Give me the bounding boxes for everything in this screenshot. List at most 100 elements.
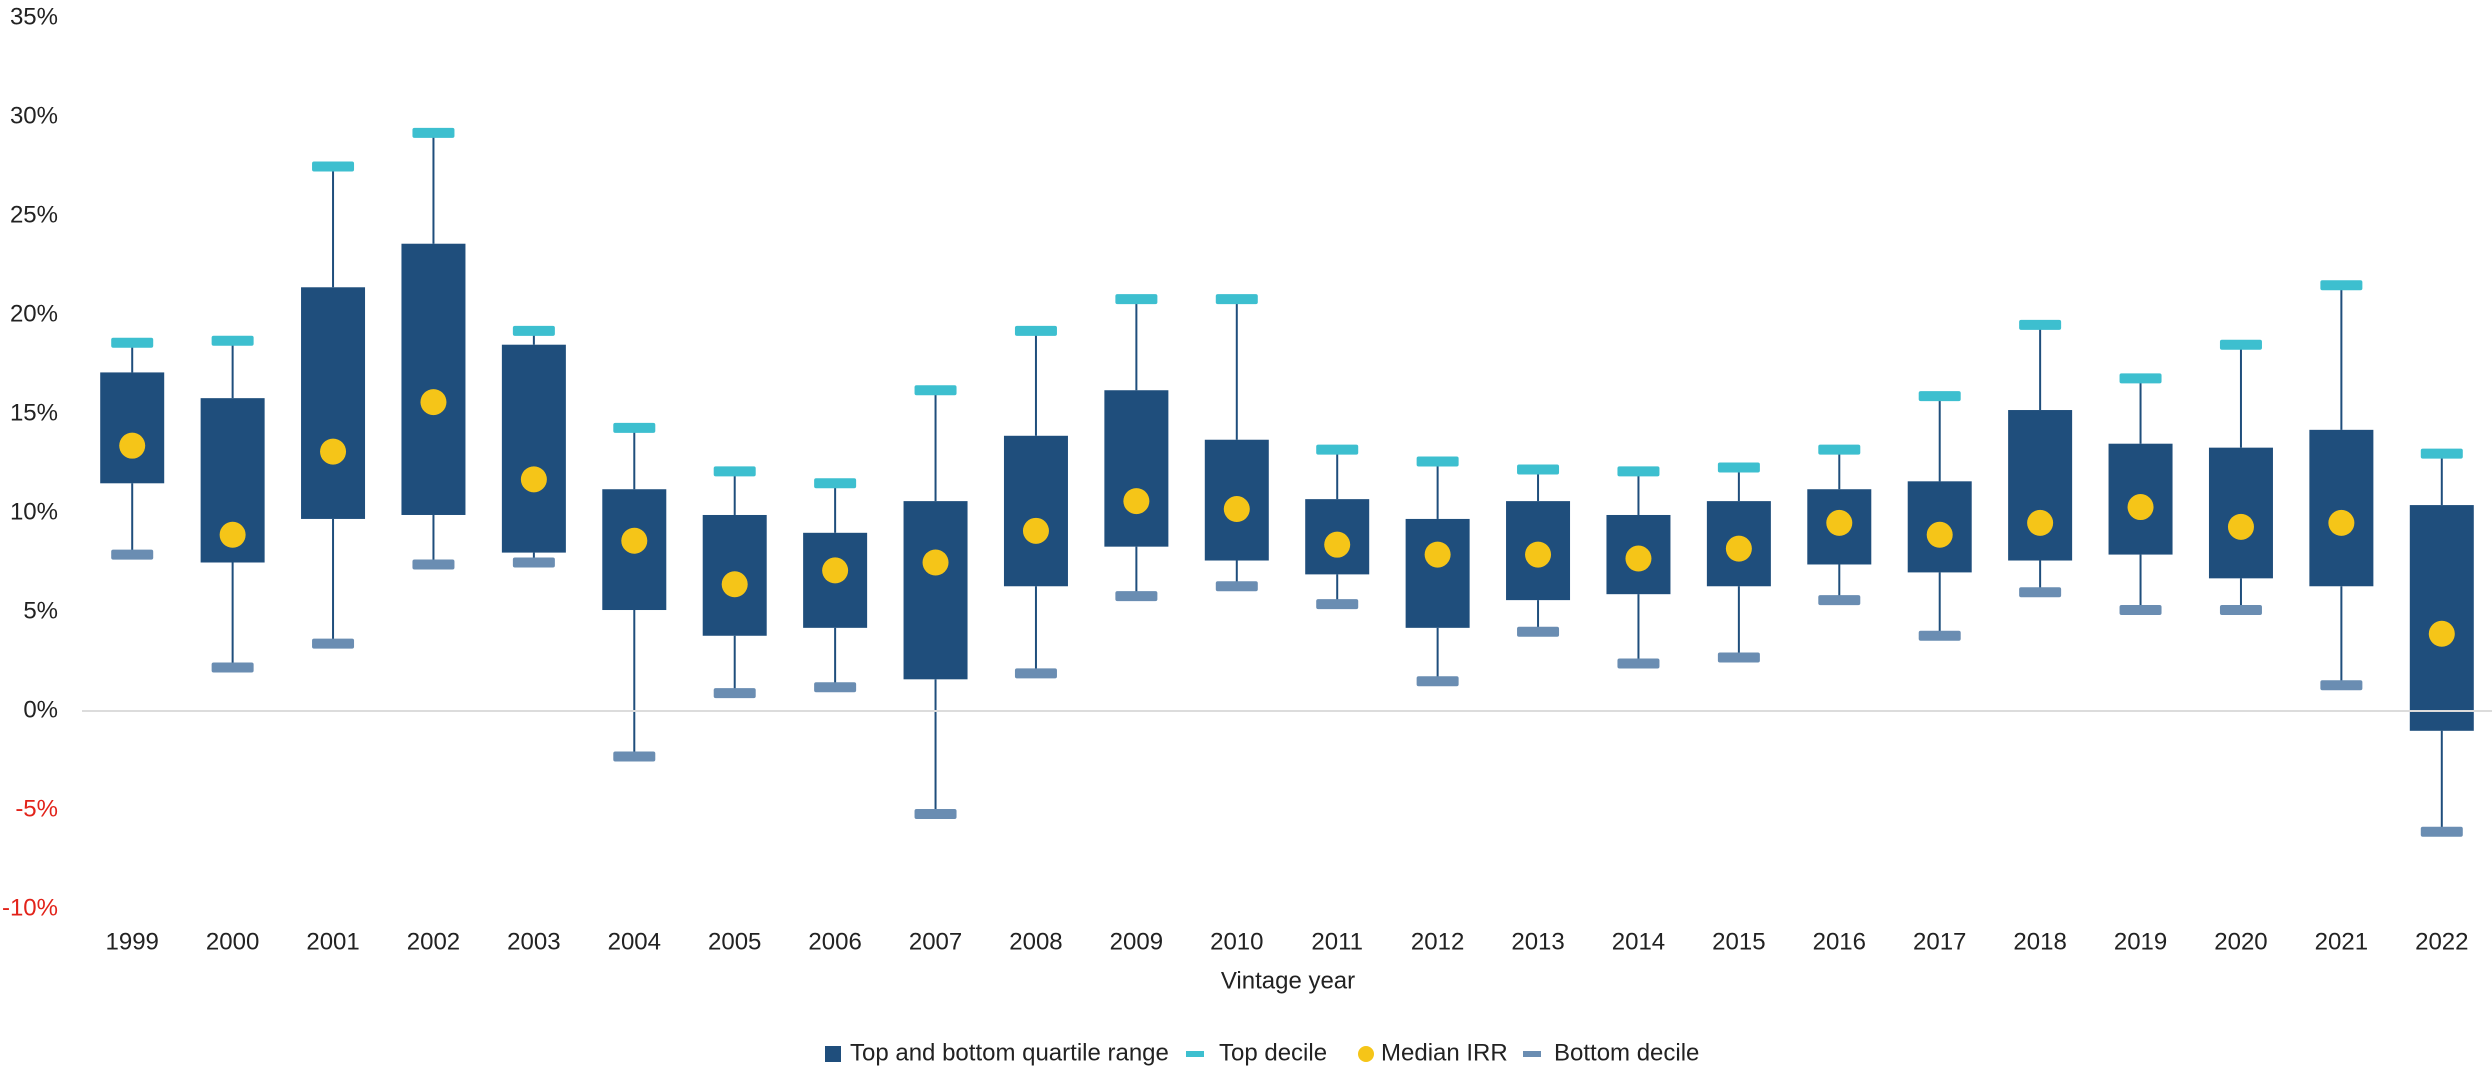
y-tick-label: 0% bbox=[23, 696, 58, 723]
median-dot bbox=[1725, 535, 1752, 562]
bottom-decile bbox=[1918, 630, 1961, 641]
quartile-box bbox=[1405, 518, 1470, 628]
legend-swatch bbox=[825, 1046, 841, 1062]
top-decile bbox=[412, 127, 455, 138]
y-tick-label: 15% bbox=[10, 399, 58, 426]
quartile-box bbox=[1003, 435, 1068, 587]
bottom-decile bbox=[2320, 680, 2363, 691]
bottom-decile bbox=[2219, 605, 2262, 616]
median-dot bbox=[2328, 509, 2355, 536]
x-tick-label: 2000 bbox=[206, 928, 259, 955]
quartile-box bbox=[401, 243, 466, 515]
x-tick-label: 2017 bbox=[1913, 928, 1966, 955]
median-dot bbox=[1826, 509, 1853, 536]
legend-swatch bbox=[1358, 1046, 1374, 1062]
quartile-box bbox=[2008, 410, 2073, 561]
x-tick-label: 2015 bbox=[1712, 928, 1765, 955]
quartile-box bbox=[501, 344, 566, 553]
x-tick-label: 2022 bbox=[2415, 928, 2468, 955]
median-dot bbox=[1223, 496, 1250, 523]
y-tick-label: 5% bbox=[23, 597, 58, 624]
bottom-decile bbox=[1717, 652, 1760, 663]
top-decile bbox=[111, 337, 154, 348]
bottom-decile bbox=[2019, 587, 2062, 598]
bottom-decile bbox=[914, 808, 957, 819]
x-tick-label: 2010 bbox=[1210, 928, 1263, 955]
x-tick-label: 2020 bbox=[2214, 928, 2267, 955]
bottom-decile bbox=[1416, 676, 1459, 687]
bottom-decile bbox=[211, 662, 254, 673]
top-decile bbox=[914, 385, 957, 396]
y-tick-label: 30% bbox=[10, 102, 58, 129]
bottom-decile bbox=[111, 549, 154, 560]
x-tick-label: 2012 bbox=[1411, 928, 1464, 955]
x-tick-label: 2003 bbox=[507, 928, 560, 955]
median-dot bbox=[2027, 509, 2054, 536]
bottom-decile bbox=[1617, 658, 1660, 669]
median-dot bbox=[219, 521, 246, 548]
top-decile bbox=[312, 161, 355, 172]
median-dot bbox=[621, 527, 648, 554]
median-dot bbox=[119, 432, 146, 459]
median-dot bbox=[822, 557, 849, 584]
bottom-decile bbox=[1115, 591, 1158, 602]
bottom-decile bbox=[814, 682, 857, 693]
quartile-box bbox=[1104, 390, 1169, 547]
quartile-box bbox=[2208, 447, 2273, 579]
median-dot bbox=[1123, 488, 1150, 515]
y-tick-label: -10% bbox=[2, 894, 58, 921]
legend-label: Bottom decile bbox=[1554, 1039, 1699, 1066]
y-tick-label: 35% bbox=[10, 3, 58, 30]
y-tick-label: -5% bbox=[15, 795, 58, 822]
median-dot bbox=[420, 389, 447, 416]
top-decile bbox=[2420, 448, 2463, 459]
bottom-decile bbox=[713, 688, 756, 699]
x-tick-label: 2018 bbox=[2013, 928, 2066, 955]
x-tick-label: 2013 bbox=[1511, 928, 1564, 955]
x-tick-label: 2002 bbox=[407, 928, 460, 955]
quartile-box bbox=[100, 372, 165, 484]
y-tick-label: 20% bbox=[10, 300, 58, 327]
bottom-decile bbox=[1014, 668, 1057, 679]
bottom-decile bbox=[512, 557, 555, 568]
top-decile bbox=[1517, 464, 1560, 475]
x-tick-label: 2004 bbox=[608, 928, 661, 955]
top-decile bbox=[1014, 325, 1057, 336]
median-dot bbox=[721, 571, 748, 598]
x-tick-label: 2001 bbox=[306, 928, 359, 955]
median-dot bbox=[1926, 521, 1953, 548]
top-decile bbox=[1918, 391, 1961, 402]
x-tick-label: 1999 bbox=[106, 928, 159, 955]
median-dot bbox=[1424, 541, 1451, 568]
x-axis-label: Vintage year bbox=[1221, 967, 1355, 994]
top-decile bbox=[2320, 280, 2363, 291]
x-tick-label: 2011 bbox=[1311, 928, 1363, 955]
legend-swatch bbox=[1523, 1051, 1541, 1057]
median-dot bbox=[2428, 620, 2455, 647]
bottom-decile bbox=[312, 638, 355, 649]
bottom-decile bbox=[1818, 595, 1861, 606]
median-dot bbox=[320, 438, 347, 465]
top-decile bbox=[1115, 294, 1158, 305]
median-dot bbox=[520, 466, 547, 493]
top-decile bbox=[1818, 444, 1861, 455]
quartile-box bbox=[2409, 505, 2474, 731]
top-decile bbox=[1316, 444, 1359, 455]
median-dot bbox=[2127, 494, 2154, 521]
top-decile bbox=[512, 325, 555, 336]
x-tick-label: 2008 bbox=[1009, 928, 1062, 955]
median-dot bbox=[1022, 517, 1049, 544]
bottom-decile bbox=[613, 751, 656, 762]
top-decile bbox=[713, 466, 756, 477]
median-dot bbox=[1525, 541, 1552, 568]
median-dot bbox=[1625, 545, 1652, 572]
top-decile bbox=[2019, 319, 2062, 330]
x-tick-label: 2021 bbox=[2315, 928, 2368, 955]
legend-swatch bbox=[1186, 1051, 1204, 1057]
legend-label: Top decile bbox=[1219, 1039, 1327, 1066]
legend-label: Median IRR bbox=[1381, 1039, 1508, 1066]
y-tick-label: 25% bbox=[10, 201, 58, 228]
y-tick-label: 10% bbox=[10, 498, 58, 525]
quartile-box bbox=[301, 287, 366, 519]
